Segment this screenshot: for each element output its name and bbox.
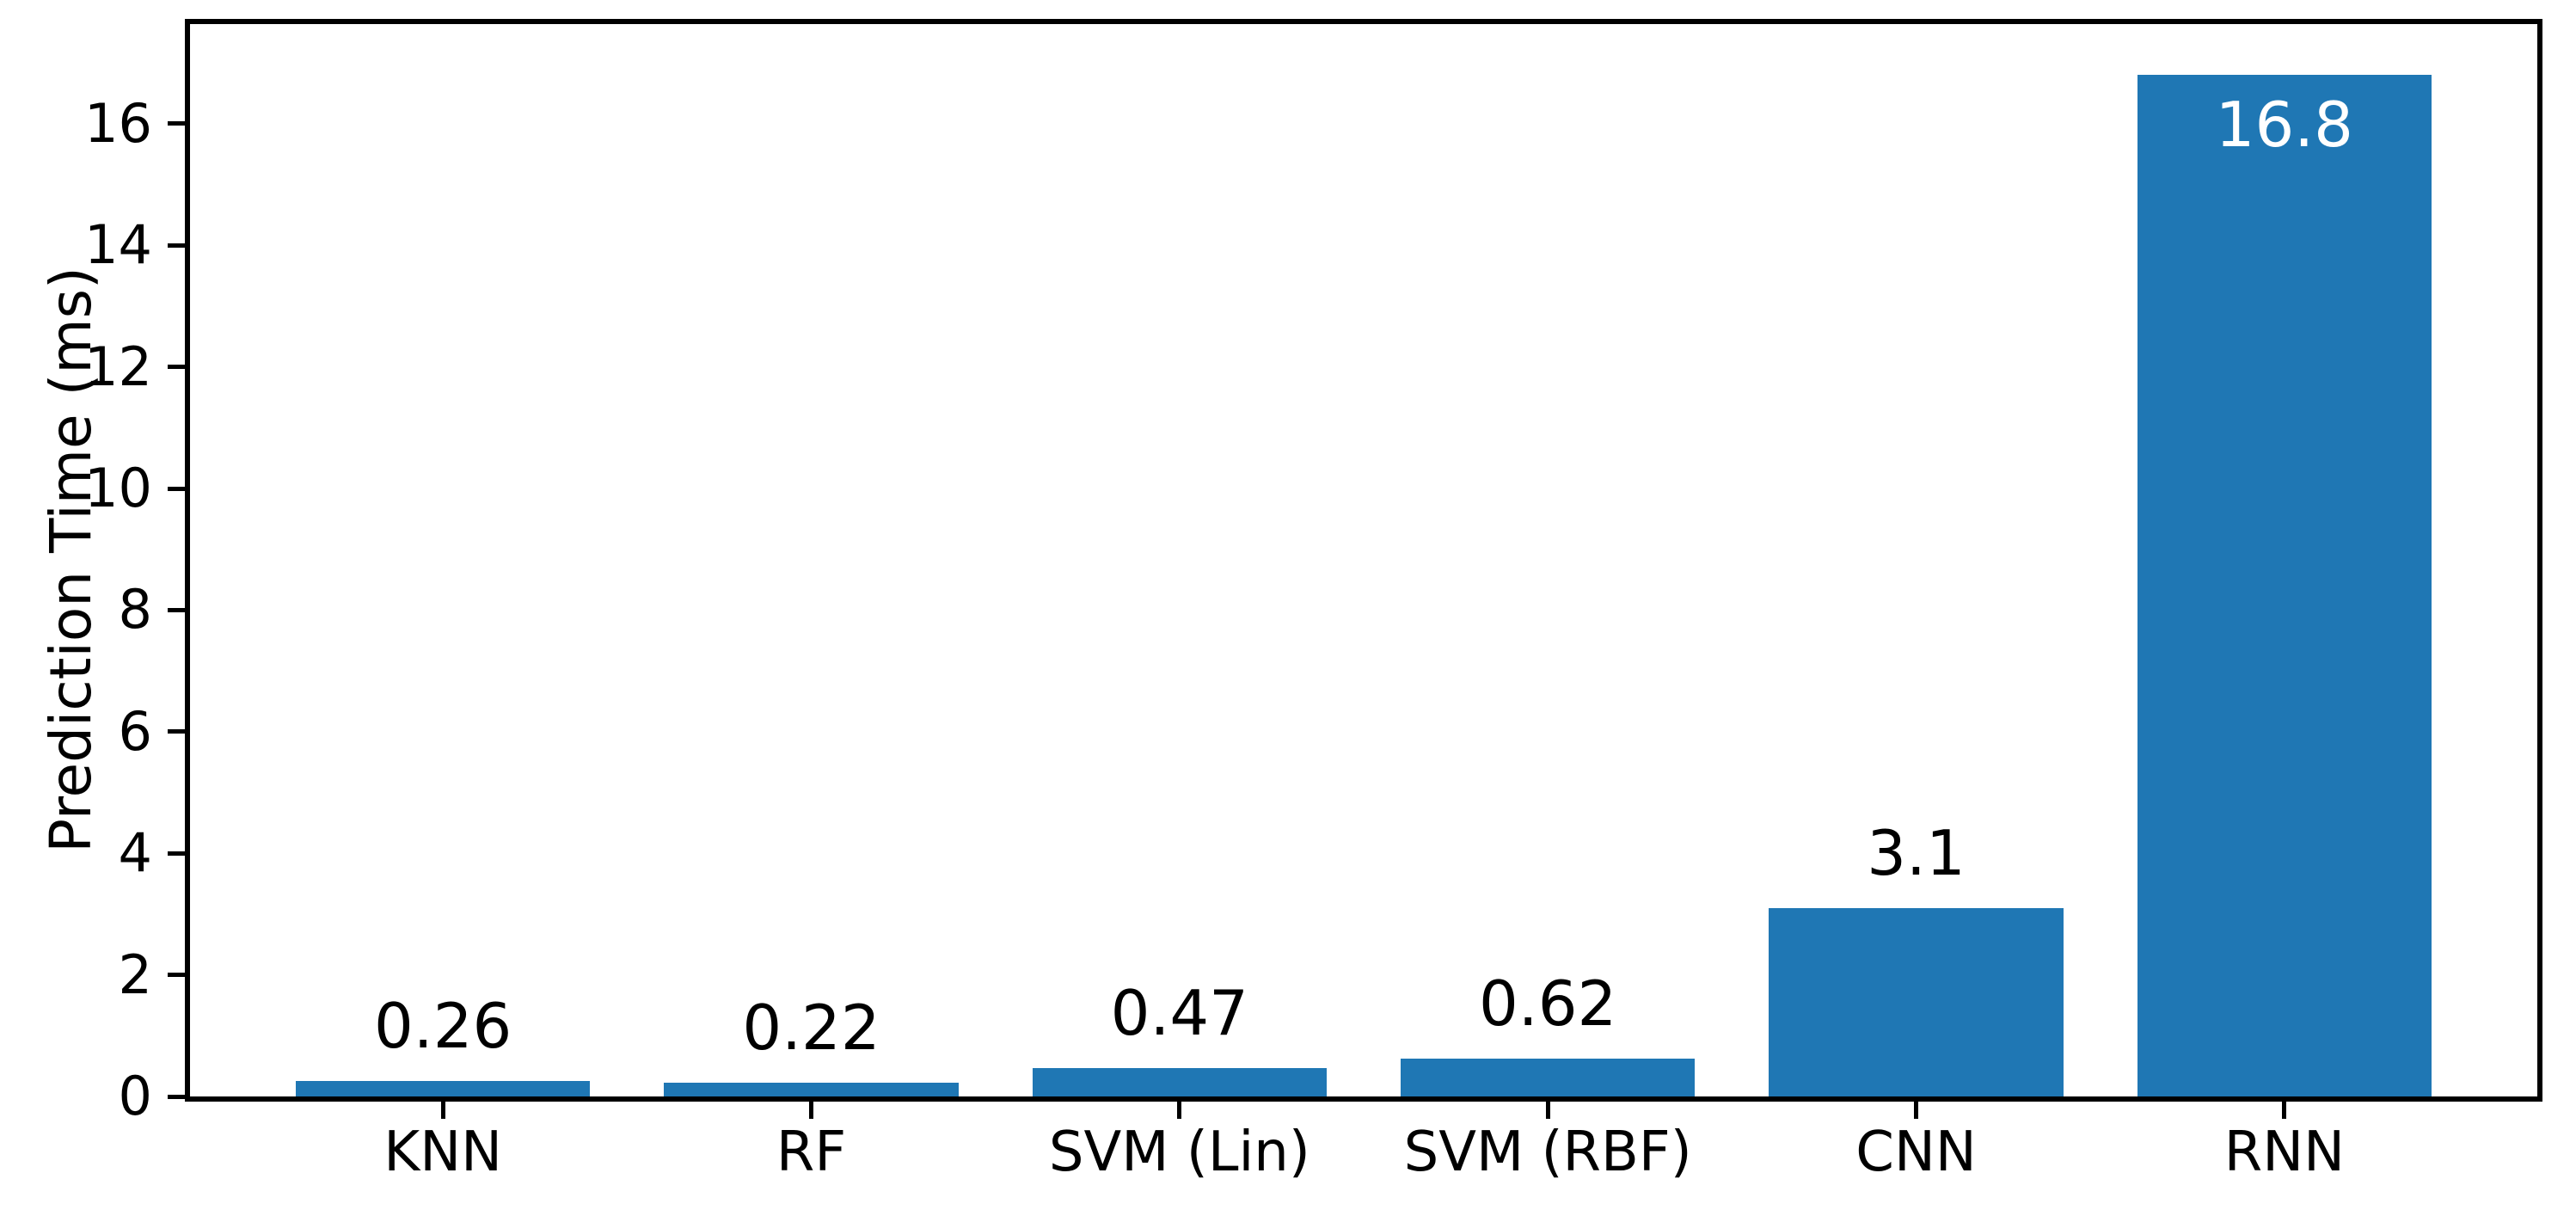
y-tick-label: 2 [118,943,152,1006]
bar-rf [664,1083,959,1096]
y-tick-label: 14 [84,213,152,277]
x-tick-label: RF [776,1121,847,1184]
y-tick-mark [168,243,185,248]
bar-knn [295,1080,591,1096]
bar-svm-lin [1032,1067,1328,1096]
bar-value-label: 0.62 [1479,967,1617,1041]
y-tick-mark [168,1094,185,1099]
y-tick-label: 8 [118,578,152,642]
x-tick-label: SVM (Lin) [1048,1121,1310,1184]
y-tick-mark [168,121,185,126]
x-tick-label: RNN [2223,1121,2345,1184]
y-tick-label: 12 [84,335,152,398]
y-tick-mark [168,851,185,856]
bar-rnn [2137,75,2432,1096]
x-tick-mark [440,1102,445,1119]
x-tick-mark [1914,1102,1918,1119]
x-tick-label: SVM (RBF) [1403,1121,1692,1184]
y-tick-label: 10 [84,457,152,520]
y-tick-mark [168,973,185,978]
x-tick-mark [1177,1102,1182,1119]
x-tick-mark [809,1102,813,1119]
bar-svm-rbf [1400,1059,1696,1096]
x-tick-mark [1545,1102,1550,1119]
bar-value-label: 0.22 [742,992,880,1065]
bar-value-label: 3.1 [1867,816,1966,889]
bar-value-label: 0.47 [1110,976,1248,1049]
bar-cnn [1769,907,2064,1096]
y-tick-mark [168,486,185,491]
x-tick-label: CNN [1855,1121,1977,1184]
y-tick-label: 6 [118,699,152,763]
plot-area: 0.26 0.22 0.47 0.62 3.1 16.8 [185,19,2542,1102]
y-tick-label: 16 [84,91,152,155]
y-tick-mark [168,729,185,734]
y-tick-label: 4 [118,821,152,885]
x-tick-label: KNN [383,1121,503,1184]
bar-value-label: 0.26 [374,989,512,1062]
x-tick-mark [2282,1102,2287,1119]
y-tick-label: 0 [118,1065,152,1127]
bar-value-label: 16.8 [2215,89,2353,162]
y-tick-mark [168,365,185,370]
y-tick-mark [168,607,185,612]
